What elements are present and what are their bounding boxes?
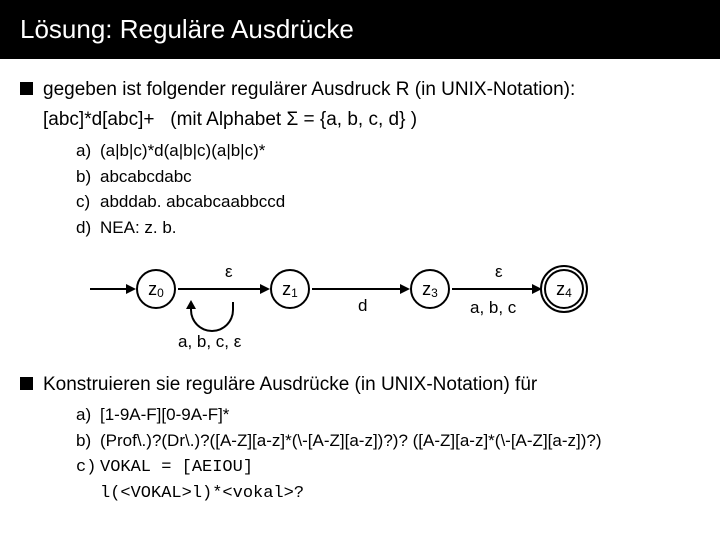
nfa-diagram: z0 ε a, b, c, ε z1 d z3 ε a, b, c z4 bbox=[90, 258, 650, 358]
self-loop bbox=[190, 302, 234, 332]
sub-list-1: a)(a|b|c)*d(a|b|c)(a|b|c)* b)abcabcdabc … bbox=[76, 138, 700, 240]
sub-list-2: a)[1-9A-F][0-9A-F]* b)(Prof\.)?(Dr\.)?([… bbox=[76, 402, 700, 507]
bullet-1-line2: [abc]*d[abc]+ (mit Alphabet Σ = {a, b, c… bbox=[43, 107, 700, 133]
state-z4: z4 bbox=[544, 269, 584, 309]
list-item: a)(a|b|c)*d(a|b|c)(a|b|c)* bbox=[76, 138, 700, 164]
edge-label-d: d bbox=[358, 296, 367, 316]
loop-label: a, b, c bbox=[470, 298, 516, 318]
edge-line bbox=[452, 288, 532, 290]
bullet-2: Konstruieren sie reguläre Ausdrücke (in … bbox=[20, 372, 700, 398]
arrow-head-icon bbox=[400, 284, 410, 294]
square-bullet-icon bbox=[20, 82, 33, 95]
bullet-2-text: Konstruieren sie reguläre Ausdrücke (in … bbox=[43, 372, 537, 398]
bullet-1: gegeben ist folgender regulärer Ausdruck… bbox=[20, 77, 700, 103]
list-item: a)[1-9A-F][0-9A-F]* bbox=[76, 402, 700, 428]
arrow-head-icon bbox=[260, 284, 270, 294]
loop-label: a, b, c, ε bbox=[178, 332, 241, 352]
list-item: b)abcabcdabc bbox=[76, 164, 700, 190]
list-item: c)abddab. abcabcaabbccd bbox=[76, 189, 700, 215]
state-z3: z3 bbox=[410, 269, 450, 309]
list-item: c)VOKAL = [AEIOU] bbox=[76, 455, 700, 481]
square-bullet-icon bbox=[20, 377, 33, 390]
bullet-1-text: gegeben ist folgender regulärer Ausdruck… bbox=[43, 77, 575, 103]
slide-title: Lösung: Reguläre Ausdrücke bbox=[0, 0, 720, 59]
state-z0: z0 bbox=[136, 269, 176, 309]
list-item: l(<VOKAL>l)*<vokal>? bbox=[76, 481, 700, 507]
edge-label-eps: ε bbox=[495, 262, 503, 282]
slide-content: gegeben ist folgender regulärer Ausdruck… bbox=[0, 59, 720, 507]
list-item: d)NEA: z. b. bbox=[76, 215, 700, 241]
edge-line bbox=[312, 288, 400, 290]
edge-line bbox=[178, 288, 260, 290]
edge-label-eps: ε bbox=[225, 262, 233, 282]
arrow-head-icon bbox=[186, 300, 196, 309]
state-z1: z1 bbox=[270, 269, 310, 309]
initial-arrow bbox=[90, 288, 126, 290]
arrow-head-icon bbox=[126, 284, 136, 294]
list-item: b)(Prof\.)?(Dr\.)?([A-Z][a-z]*(\-[A-Z][a… bbox=[76, 428, 700, 454]
